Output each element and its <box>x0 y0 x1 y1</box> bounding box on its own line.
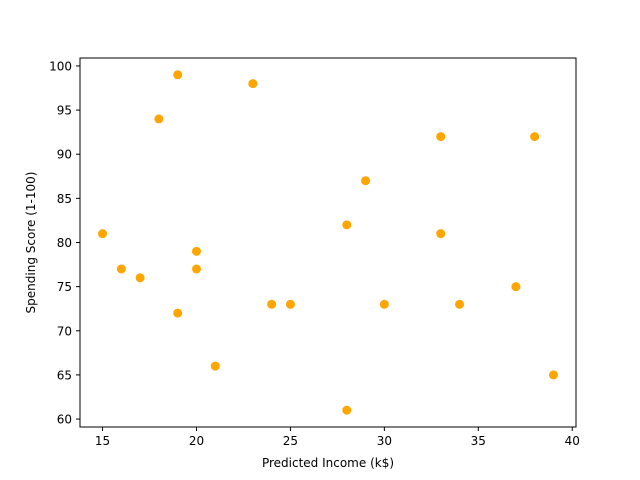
x-tick-label: 15 <box>95 434 110 448</box>
plot-frame <box>79 57 577 428</box>
data-point <box>173 308 183 318</box>
data-point <box>436 229 446 239</box>
data-point <box>191 264 201 274</box>
data-point <box>379 299 389 309</box>
y-tick-label: 100 <box>49 59 72 73</box>
data-point <box>361 176 371 186</box>
data-point <box>98 229 108 239</box>
x-tick-label: 40 <box>565 434 580 448</box>
x-tick-label: 30 <box>377 434 392 448</box>
data-point <box>173 70 183 80</box>
y-tick-label: 80 <box>57 236 72 250</box>
x-tick-label: 35 <box>471 434 486 448</box>
data-point <box>154 114 164 124</box>
y-tick-label: 60 <box>57 413 72 427</box>
data-point <box>116 264 126 274</box>
data-point <box>135 273 145 283</box>
y-axis-label: Spending Score (1-100) <box>24 172 38 314</box>
data-point <box>267 299 277 309</box>
x-tick-label: 20 <box>189 434 204 448</box>
data-point <box>455 299 465 309</box>
data-points <box>98 70 558 415</box>
y-axis: 60 65 70 75 80 85 90 95 100 <box>49 59 80 427</box>
data-point <box>285 299 295 309</box>
data-point <box>548 370 558 380</box>
y-tick-label: 85 <box>57 192 72 206</box>
data-point <box>436 132 446 142</box>
data-point <box>342 405 352 415</box>
x-axis-label: Predicted Income (k$) <box>262 456 394 470</box>
y-tick-label: 95 <box>57 104 72 118</box>
data-point <box>530 132 540 142</box>
data-point <box>511 282 521 292</box>
data-point <box>191 246 201 256</box>
data-point <box>248 79 258 89</box>
y-tick-label: 75 <box>57 280 72 294</box>
data-point <box>342 220 352 230</box>
x-axis: 15 20 25 30 35 40 <box>95 427 580 448</box>
y-tick-label: 90 <box>57 148 72 162</box>
x-tick-label: 25 <box>283 434 298 448</box>
y-tick-label: 65 <box>57 368 72 382</box>
data-point <box>210 361 220 371</box>
y-tick-label: 70 <box>57 324 72 338</box>
